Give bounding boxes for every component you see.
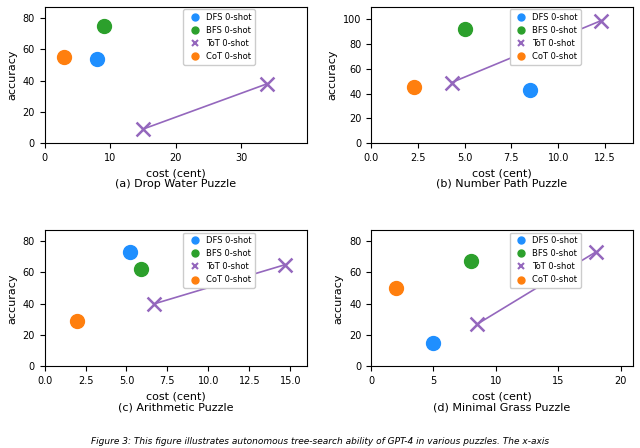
Point — [125, 249, 135, 256]
Point — [591, 249, 601, 256]
Legend: DFS 0-shot, BFS 0-shot, ToT 0-shot, CoT 0-shot: DFS 0-shot, BFS 0-shot, ToT 0-shot, CoT … — [510, 233, 581, 288]
Title: (c) Arithmetic Puzzle: (c) Arithmetic Puzzle — [118, 402, 234, 412]
Y-axis label: accuracy: accuracy — [328, 50, 337, 100]
Point — [149, 300, 159, 307]
Point — [262, 80, 273, 87]
Point — [280, 261, 291, 268]
Point — [136, 266, 147, 273]
Point — [525, 86, 535, 94]
Legend: DFS 0-shot, BFS 0-shot, ToT 0-shot, CoT 0-shot: DFS 0-shot, BFS 0-shot, ToT 0-shot, CoT … — [183, 9, 255, 65]
Point — [59, 53, 69, 60]
Y-axis label: accuracy: accuracy — [7, 273, 17, 323]
Y-axis label: accuracy: accuracy — [333, 273, 344, 323]
X-axis label: cost (cent): cost (cent) — [146, 168, 205, 179]
Point — [99, 22, 109, 29]
Point — [460, 26, 470, 33]
Title: (d) Minimal Grass Puzzle: (d) Minimal Grass Puzzle — [433, 402, 571, 412]
Point — [466, 258, 476, 265]
Point — [92, 55, 102, 62]
Point — [409, 84, 419, 91]
Legend: DFS 0-shot, BFS 0-shot, ToT 0-shot, CoT 0-shot: DFS 0-shot, BFS 0-shot, ToT 0-shot, CoT … — [510, 9, 581, 65]
Title: (a) Drop Water Puzzle: (a) Drop Water Puzzle — [115, 179, 236, 189]
Point — [138, 125, 148, 133]
Title: (b) Number Path Puzzle: (b) Number Path Puzzle — [436, 179, 568, 189]
Point — [391, 284, 401, 292]
Point — [428, 340, 438, 347]
X-axis label: cost (cent): cost (cent) — [472, 392, 532, 402]
Point — [472, 321, 482, 328]
X-axis label: cost (cent): cost (cent) — [146, 392, 205, 402]
Point — [447, 79, 457, 86]
Y-axis label: accuracy: accuracy — [7, 50, 17, 100]
Legend: DFS 0-shot, BFS 0-shot, ToT 0-shot, CoT 0-shot: DFS 0-shot, BFS 0-shot, ToT 0-shot, CoT … — [183, 233, 255, 288]
Text: Figure 3: This figure illustrates autonomous tree-search ability of GPT-4 in var: Figure 3: This figure illustrates autono… — [91, 436, 549, 445]
X-axis label: cost (cent): cost (cent) — [472, 168, 532, 179]
Point — [72, 318, 83, 325]
Point — [596, 17, 606, 24]
